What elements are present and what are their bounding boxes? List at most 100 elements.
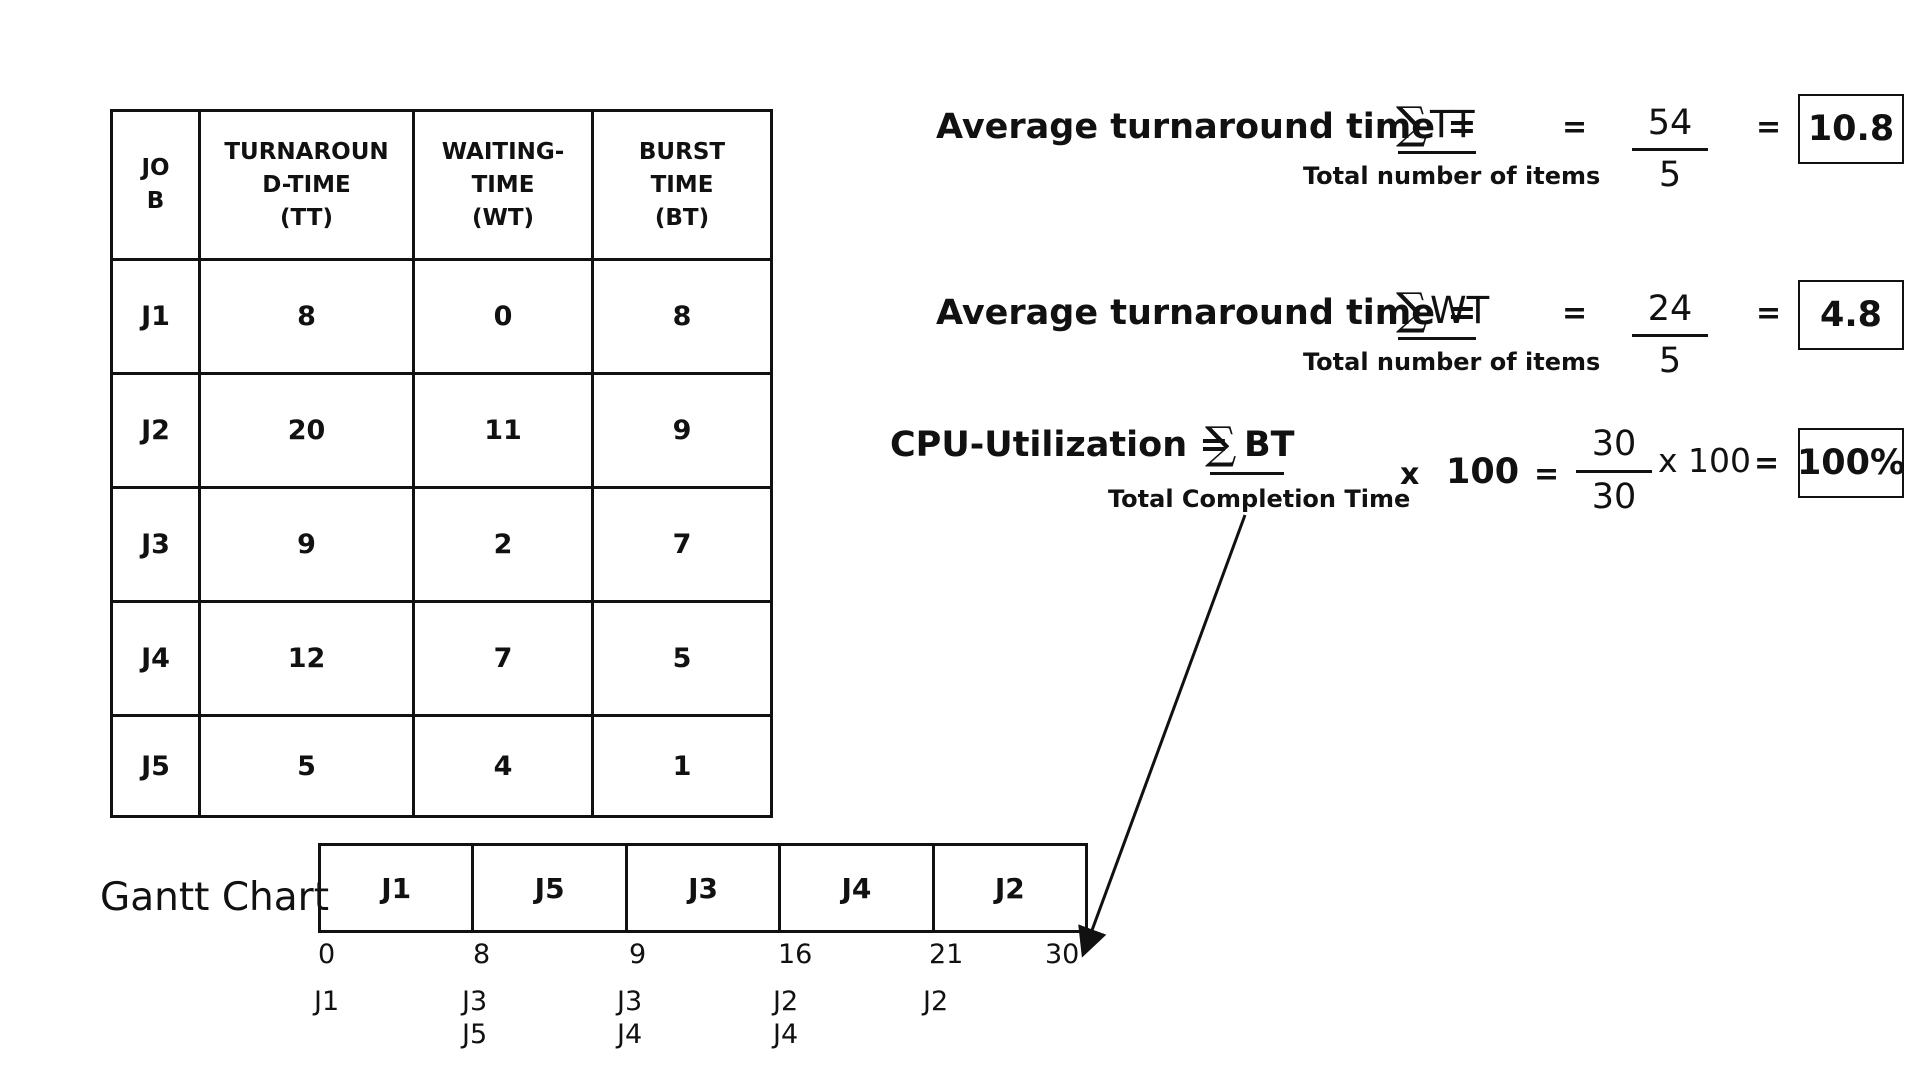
table-row: J5 5 4 1 [110, 714, 773, 818]
cell-bt: 8 [591, 258, 773, 375]
table-row: J4 12 7 5 [110, 600, 773, 717]
header-bt-line1: BURST [638, 138, 726, 165]
header-waiting-time: WAITING- TIME (WT) [412, 109, 594, 261]
gantt-block: J5 [474, 846, 628, 930]
fraction-bar [1210, 472, 1284, 475]
gantt-tick: 8 [473, 939, 491, 970]
job-table: JO B TURNAROUN D-TIME (TT) WAITING- TIME… [110, 109, 773, 818]
denominator: 5 [1658, 155, 1682, 195]
header-bt-line3: (BT) [654, 204, 710, 231]
gantt-tick: 0 [318, 939, 336, 970]
gantt-arrivals: J3 J5 [462, 985, 487, 1051]
formula-label: CPU-Utilization = [890, 425, 1229, 465]
cell-job: J3 [110, 486, 201, 603]
fraction-bar [1398, 337, 1476, 340]
arrival-job: J4 [773, 1019, 799, 1050]
numerator: 30 [1591, 424, 1637, 464]
table-row: J1 8 0 8 [110, 258, 773, 375]
cell-tt: 20 [198, 372, 415, 489]
equals-sign: = [1562, 110, 1588, 145]
cell-job: J5 [110, 714, 201, 818]
arrival-job: J4 [617, 1019, 643, 1050]
formula-symbol: WT [1430, 289, 1490, 332]
equals-sign: = [1562, 296, 1588, 331]
formula-symbol: TT [1430, 103, 1475, 146]
cell-job: J4 [110, 600, 201, 717]
fraction-bar [1576, 470, 1652, 473]
formula-symbol: BT [1244, 425, 1295, 465]
gantt-arrivals: J2 [923, 985, 948, 1018]
arrival-job: J2 [923, 986, 949, 1017]
arrival-job: J2 [773, 986, 799, 1017]
sigma-icon: ∑ [1396, 98, 1428, 149]
result-box: 10.8 [1798, 94, 1904, 164]
cell-bt: 9 [591, 372, 773, 489]
cell-tt: 12 [198, 600, 415, 717]
cell-wt: 11 [412, 372, 594, 489]
gantt-tick: 9 [629, 939, 647, 970]
cell-wt: 7 [412, 600, 594, 717]
cell-tt: 8 [198, 258, 415, 375]
header-turnaround-time: TURNAROUN D-TIME (TT) [198, 109, 415, 261]
formula-note: Total number of items [1303, 162, 1601, 190]
cell-bt: 1 [591, 714, 773, 818]
times-sign: x [1400, 457, 1420, 492]
gantt-block: J1 [321, 846, 475, 930]
cell-job: J2 [110, 372, 201, 489]
equals-sign: = [1754, 446, 1780, 481]
formula-note: Total number of items [1303, 348, 1601, 376]
arrival-job: J1 [314, 986, 340, 1017]
gantt-bar: J1 J5 J3 J4 J2 [318, 843, 1088, 933]
formula-note: Total Completion Time [1108, 485, 1411, 513]
header-tt-line3: (TT) [280, 204, 333, 231]
gantt-block: J4 [781, 846, 935, 930]
sigma-icon: ∑ [1396, 284, 1428, 335]
gantt-tick: 30 [1045, 939, 1080, 970]
formula-label: Average turnaround time = [936, 293, 1477, 333]
result-box: 100% [1797, 428, 1905, 498]
gantt-arrivals: J1 [314, 985, 339, 1018]
cell-wt: 2 [412, 486, 594, 603]
times-hundred: x 100 [1658, 441, 1752, 480]
result-box: 4.8 [1798, 280, 1904, 350]
hundred-factor: 100 [1446, 452, 1520, 492]
arrival-job: J3 [462, 986, 488, 1017]
header-tt-line2: D-TIME [262, 171, 351, 198]
arrival-job: J3 [617, 986, 643, 1017]
gantt-arrivals: J3 J4 [617, 985, 642, 1051]
cell-wt: 4 [412, 714, 594, 818]
header-job: JO B [110, 109, 201, 261]
equals-sign: = [1756, 296, 1782, 331]
table-row: J3 9 2 7 [110, 486, 773, 603]
equals-sign: = [1756, 110, 1782, 145]
fraction-bar [1632, 334, 1708, 337]
fraction-bar [1398, 151, 1476, 154]
numerator: 54 [1647, 103, 1693, 143]
cell-job: J1 [110, 258, 201, 375]
fraction-bar [1632, 148, 1708, 151]
header-bt-line2: TIME [650, 171, 714, 198]
cell-bt: 7 [591, 486, 773, 603]
arrow-line [1078, 514, 1247, 958]
header-job-line1: JO [141, 155, 170, 181]
header-job-line2: B [146, 188, 165, 214]
equals-sign: = [1534, 457, 1560, 492]
sigma-icon: ∑ [1205, 418, 1237, 469]
header-tt-line1: TURNAROUN [224, 138, 389, 165]
cell-wt: 0 [412, 258, 594, 375]
arrival-job: J5 [462, 1019, 488, 1050]
header-burst-time: BURST TIME (BT) [591, 109, 773, 261]
denominator: 5 [1658, 341, 1682, 381]
header-wt-line2: TIME [471, 171, 535, 198]
header-wt-line3: (WT) [471, 204, 535, 231]
gantt-block: J3 [628, 846, 782, 930]
denominator: 30 [1591, 477, 1637, 517]
gantt-block: J2 [994, 871, 1025, 905]
cell-tt: 9 [198, 486, 415, 603]
cell-bt: 5 [591, 600, 773, 717]
table-row: J2 20 11 9 [110, 372, 773, 489]
formula-label: Average turnaround time = [936, 107, 1477, 147]
table-header-row: JO B TURNAROUN D-TIME (TT) WAITING- TIME… [110, 109, 773, 261]
gantt-label: Gantt Chart [100, 875, 329, 920]
